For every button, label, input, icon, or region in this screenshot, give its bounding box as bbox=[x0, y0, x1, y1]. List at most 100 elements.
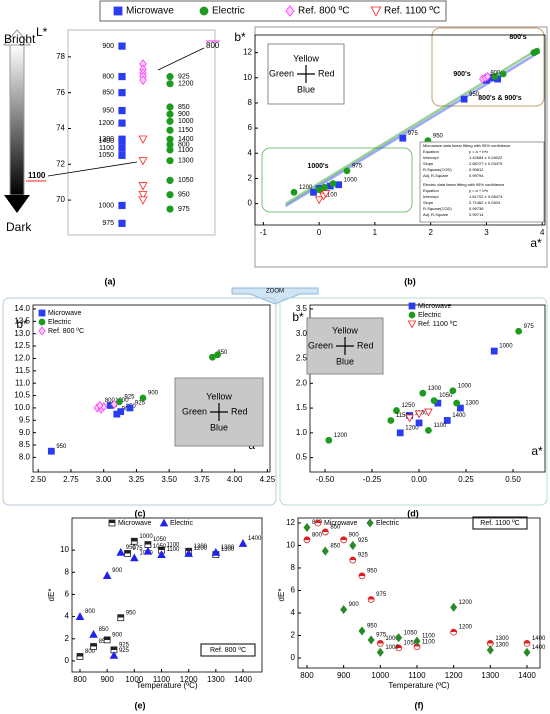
marker bbox=[325, 436, 333, 444]
fit-table-cell: y = a + b*x bbox=[469, 188, 488, 193]
fit-table-cell: Adj. R-Square bbox=[423, 212, 449, 217]
x-tick-label: 4 bbox=[540, 228, 545, 237]
marker bbox=[376, 647, 384, 657]
y-tick-label: 74 bbox=[56, 124, 65, 133]
marker bbox=[395, 633, 403, 643]
x-axis-label: a* bbox=[530, 236, 542, 250]
point-label: 1300 bbox=[178, 158, 194, 165]
marker bbox=[285, 5, 295, 17]
marker bbox=[484, 71, 492, 82]
marker bbox=[38, 318, 46, 326]
point-label: 925 bbox=[358, 538, 369, 544]
fit-table-cell: Slope bbox=[423, 200, 434, 205]
marker bbox=[343, 167, 351, 175]
y-axis-label: b* bbox=[234, 30, 246, 44]
panel-caption: (d) bbox=[407, 508, 419, 518]
cluster-box bbox=[431, 27, 545, 107]
fit-table-cell: 0.99794 bbox=[469, 173, 484, 178]
x-axis-label: Temperature (ºC) bbox=[136, 681, 197, 690]
x-tick-label: 1100 bbox=[408, 671, 426, 680]
compass-bottom: Blue bbox=[297, 84, 315, 94]
compass-left: Green bbox=[182, 406, 207, 416]
point-label: 1150 bbox=[396, 413, 410, 419]
marker bbox=[166, 110, 174, 118]
point-label: 1050 bbox=[98, 152, 114, 159]
x-tick-label: 1000 bbox=[371, 671, 389, 680]
x-tick-label: 800 bbox=[300, 671, 314, 680]
y-tick-label: 8 bbox=[291, 563, 296, 572]
marker bbox=[329, 180, 337, 187]
marker bbox=[96, 400, 104, 411]
y-tick-label: 8.0 bbox=[19, 453, 31, 462]
x-tick-label: 0.00 bbox=[411, 475, 427, 484]
y-tick-label: 3.5 bbox=[296, 304, 308, 313]
point-label: 975 bbox=[352, 163, 363, 169]
marker bbox=[490, 347, 498, 355]
marker bbox=[166, 157, 174, 165]
marker bbox=[166, 191, 174, 199]
y-tick-label: 0 bbox=[291, 653, 296, 662]
y-axis-label: L* bbox=[36, 25, 48, 39]
marker bbox=[395, 644, 403, 652]
y-tick-label: 3.0 bbox=[296, 329, 308, 338]
fit-table-cell: y = a + b*x bbox=[469, 149, 488, 154]
compass-top: Yellow bbox=[293, 53, 319, 63]
fit-table-title: Microwave data linear fitting with 95% c… bbox=[423, 143, 511, 148]
marker bbox=[139, 394, 147, 402]
point-label: 1200 bbox=[299, 185, 313, 191]
marker bbox=[499, 70, 507, 78]
panel-caption: (e) bbox=[135, 700, 146, 710]
marker bbox=[349, 540, 357, 551]
marker bbox=[340, 536, 348, 544]
marker bbox=[130, 537, 138, 545]
point-label: 1100 bbox=[178, 147, 193, 154]
point-label: 1400 bbox=[532, 645, 546, 651]
x-axis-label: Temperature (ºC) bbox=[388, 681, 449, 690]
legend-label: Ref. 1100 ºC bbox=[384, 6, 440, 17]
x-tick-label: 1100 bbox=[153, 675, 171, 684]
marker bbox=[38, 326, 46, 336]
x-tick-label: 1300 bbox=[481, 671, 499, 680]
point-label: 1400 bbox=[98, 138, 114, 145]
panel-caption: (a) bbox=[105, 276, 116, 286]
compass-arrows bbox=[297, 65, 315, 83]
marker bbox=[523, 647, 531, 657]
marker bbox=[367, 596, 375, 603]
marker bbox=[453, 399, 461, 407]
point-label: 1300 bbox=[98, 136, 114, 143]
point-label: 975 bbox=[133, 546, 144, 552]
marker bbox=[138, 182, 148, 191]
marker bbox=[103, 636, 111, 644]
y-tick-label: 10 bbox=[60, 545, 69, 554]
x-tick-label: 2 bbox=[428, 228, 433, 237]
point-label: 900 bbox=[349, 532, 360, 538]
compass-left: Green bbox=[308, 340, 333, 350]
marker bbox=[238, 539, 248, 547]
y-tick-label: 2.5 bbox=[296, 354, 308, 363]
point-label: 1000 bbox=[98, 202, 114, 209]
legend-label: Electric bbox=[418, 312, 441, 319]
marker bbox=[130, 553, 139, 562]
plot-frame bbox=[67, 29, 216, 236]
ref-label: Ref. 800 ºC bbox=[210, 647, 246, 654]
plot-frame bbox=[32, 304, 271, 473]
y-tick-label: 2 bbox=[291, 631, 296, 640]
x-tick-label: 3.75 bbox=[194, 475, 210, 484]
marker bbox=[370, 6, 382, 17]
x-tick-label: 3.25 bbox=[129, 475, 145, 484]
marker bbox=[90, 643, 97, 650]
marker bbox=[424, 408, 433, 417]
y-tick-label: 6 bbox=[248, 123, 253, 132]
marker bbox=[143, 546, 153, 555]
point-label: 850 bbox=[330, 525, 341, 531]
marker bbox=[118, 119, 126, 127]
x-tick-label: 0.25 bbox=[458, 475, 474, 484]
arrow bbox=[157, 47, 205, 71]
marker bbox=[449, 387, 457, 395]
y-tick-label: 12 bbox=[286, 518, 295, 527]
legend-label: Electric bbox=[170, 520, 193, 527]
fit-table-cell: Slope bbox=[423, 161, 434, 166]
marker bbox=[366, 518, 374, 528]
point-label: 1200 bbox=[405, 425, 419, 431]
